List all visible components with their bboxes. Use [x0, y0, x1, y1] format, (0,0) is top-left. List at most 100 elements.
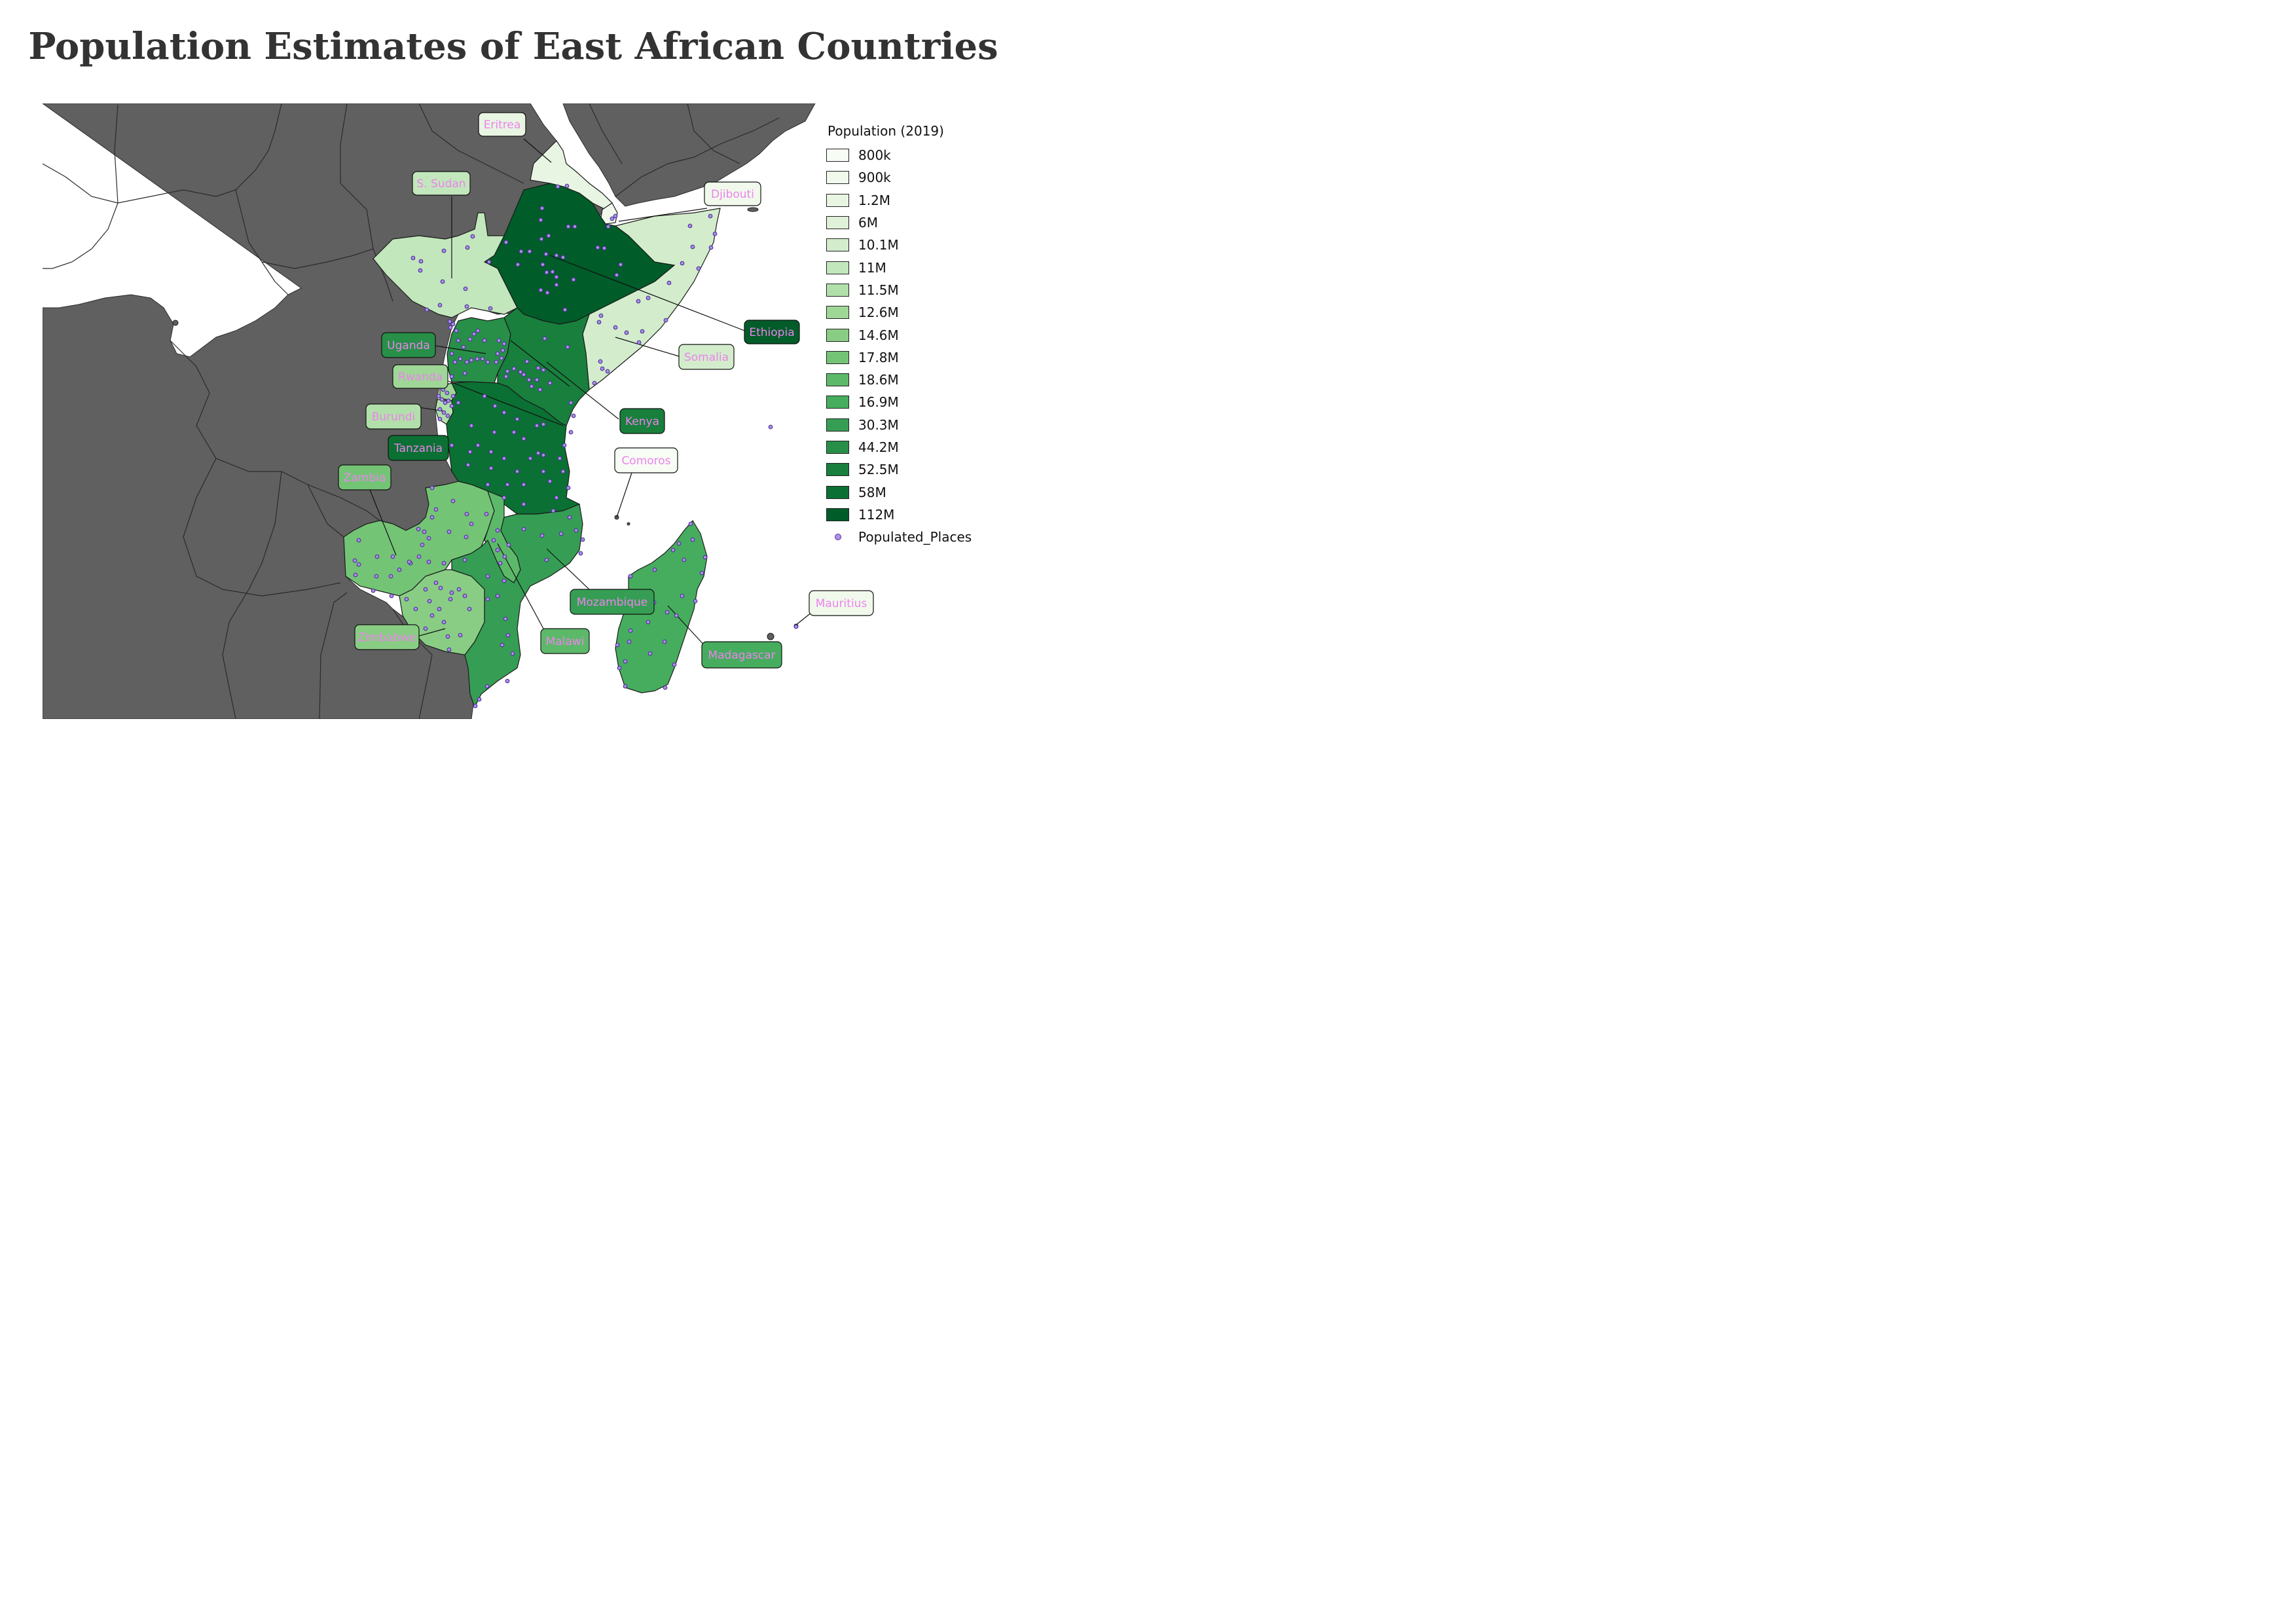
populated-place-point [605, 369, 610, 374]
populated-place-point [538, 217, 543, 223]
country-uganda[interactable] [446, 317, 511, 384]
populated-place-point [646, 295, 651, 301]
legend-item: 52.5M [826, 458, 972, 481]
populated-place-point [410, 255, 416, 261]
populated-place-point [433, 580, 439, 585]
label-text: Eritrea [484, 119, 521, 132]
populated-place-point [424, 307, 429, 312]
populated-place-point [407, 559, 412, 564]
populated-place-point [495, 351, 500, 356]
populated-place-point [449, 590, 454, 595]
populated-place-point [647, 651, 653, 656]
populated-place-point [636, 340, 642, 345]
legend-swatch [826, 441, 849, 454]
background-borders [43, 103, 780, 719]
populated-place-point [543, 251, 549, 257]
legend-swatch [826, 238, 849, 252]
country-kenya[interactable] [497, 307, 591, 426]
populated-place-point [663, 685, 668, 690]
populated-place-point [526, 377, 532, 382]
populated-place-point [445, 634, 450, 639]
populated-place-point [623, 659, 628, 664]
populated-place-point [448, 597, 453, 602]
populated-place-point [562, 443, 567, 448]
populated-place-point [464, 304, 469, 309]
populated-place-point [464, 511, 469, 517]
populated-place-point [467, 337, 473, 342]
populated-place-point [416, 554, 422, 559]
populated-place-point [680, 593, 685, 599]
legend-label: 1.2M [858, 192, 891, 208]
legend-item: 30.3M [826, 414, 972, 436]
populated-place-point [437, 407, 443, 412]
populated-place-point [388, 574, 393, 579]
populated-place-point [690, 244, 695, 249]
populated-place-point [456, 338, 461, 343]
populated-place-point [666, 280, 672, 286]
populated-place-point [565, 344, 570, 350]
populated-place-point [445, 413, 450, 418]
legend-item: 12.6M [826, 301, 972, 323]
populated-place-point [538, 287, 543, 293]
legend-label: 800k [858, 147, 891, 164]
label-zimbabwe: Zimbabwe [354, 624, 420, 650]
populated-place-point [441, 248, 446, 253]
populated-place-point [440, 279, 445, 284]
populated-place-point [568, 400, 574, 405]
populated-place-point [450, 322, 456, 327]
populated-place-point [624, 330, 629, 335]
populated-place-point [511, 366, 517, 371]
populated-place-point [429, 515, 435, 520]
populated-place-point [485, 597, 490, 602]
populated-place-point [389, 593, 394, 599]
country-somalia[interactable] [582, 208, 721, 391]
label-text: Mauritius [816, 597, 867, 610]
populated-place-point [464, 534, 469, 540]
populated-place-point [371, 588, 376, 593]
populated-place-point [492, 430, 497, 435]
populated-place-point [446, 647, 452, 652]
legend-swatch [826, 463, 849, 477]
label-text: Djibouti [711, 188, 754, 201]
populated-place-point [429, 485, 435, 490]
populated-place-point [488, 466, 494, 471]
populated-place-point [539, 206, 545, 211]
populated-place-point [397, 567, 402, 572]
populated-place-point [529, 384, 534, 389]
populated-places [352, 183, 799, 709]
populated-place-point [374, 554, 380, 559]
legend-swatch [826, 261, 849, 274]
populated-place-point [554, 274, 559, 280]
populated-place-point [623, 684, 628, 689]
populated-place-point [606, 224, 611, 229]
populated-place-point [491, 538, 496, 543]
populated-place-point [571, 277, 576, 282]
populated-place-point [544, 270, 549, 275]
populated-place-point [445, 390, 450, 396]
populated-place-point [488, 449, 494, 454]
populated-place-point [615, 642, 620, 648]
arabian-peninsula [562, 103, 816, 207]
legend-item: 10.1M [826, 234, 972, 256]
populated-place-point [521, 436, 526, 441]
socotra-island [747, 207, 759, 212]
populated-place-point [462, 593, 467, 599]
populated-place-point [495, 547, 500, 553]
countries [343, 140, 721, 709]
populated-place-point [676, 541, 682, 546]
populated-place-point [446, 529, 452, 534]
populated-place-point [627, 639, 632, 644]
populated-place-point [495, 593, 500, 599]
legend-swatch [826, 283, 849, 297]
populated-place-point [390, 554, 395, 559]
populated-place-point [485, 360, 490, 365]
populated-place-point [484, 684, 490, 689]
populated-place-point [492, 403, 498, 409]
populated-place-point [571, 413, 576, 418]
populated-place-point [473, 703, 478, 709]
populated-place-point [580, 537, 585, 542]
legend-item: 6M [826, 212, 972, 234]
populated-place-point [485, 574, 490, 579]
country-mozambique[interactable] [451, 504, 583, 709]
populated-place-point [538, 387, 543, 392]
